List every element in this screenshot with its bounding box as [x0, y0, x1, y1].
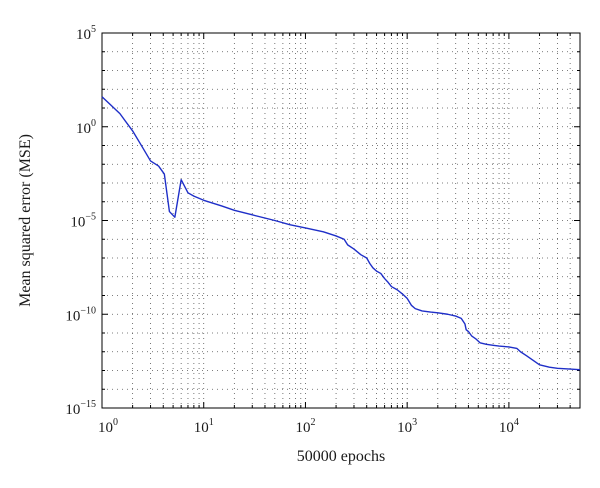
- y-tick-label: 100: [76, 118, 96, 137]
- y-axis-title: Mean squared error (MSE): [17, 134, 34, 307]
- y-tick-label: 105: [76, 24, 96, 43]
- y-tick-label: 10−15: [65, 399, 96, 418]
- label-layer: 100 101 102 103 104 105 100 10−5 10−10 10−15: [65, 24, 519, 436]
- y-tick-label: 10−10: [65, 305, 96, 324]
- plot-frame: [101, 32, 581, 409]
- x-tick-label: 102: [295, 417, 315, 436]
- mse-series-line: [101, 96, 581, 371]
- tick-layer: [101, 32, 581, 409]
- x-axis-title: 50000 epochs: [297, 448, 385, 465]
- series-layer: [101, 96, 581, 371]
- x-tick-label: 104: [499, 417, 519, 436]
- x-tick-label: 101: [194, 417, 214, 436]
- x-tick-label: 103: [397, 417, 417, 436]
- x-tick-label: 100: [98, 417, 118, 436]
- grid-layer: [102, 33, 580, 408]
- y-tick-label: 10−5: [70, 212, 96, 231]
